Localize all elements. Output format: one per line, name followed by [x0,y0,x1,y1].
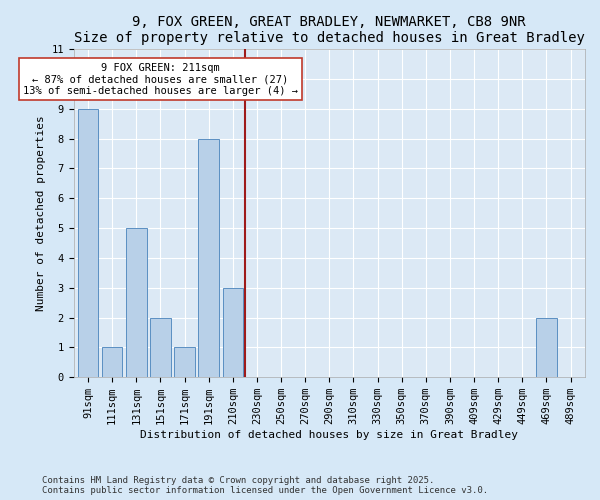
Bar [174,348,195,377]
X-axis label: Distribution of detached houses by size in Great Bradley: Distribution of detached houses by size … [140,430,518,440]
Bar [102,348,122,377]
Bar [536,318,557,377]
Text: Contains HM Land Registry data © Crown copyright and database right 2025.
Contai: Contains HM Land Registry data © Crown c… [42,476,488,495]
Text: 9 FOX GREEN: 211sqm
← 87% of detached houses are smaller (27)
13% of semi-detach: 9 FOX GREEN: 211sqm ← 87% of detached ho… [23,62,298,96]
Y-axis label: Number of detached properties: Number of detached properties [36,116,46,311]
Bar [126,228,146,377]
Bar [150,318,170,377]
Bar [78,109,98,377]
Bar [199,138,219,377]
Bar [223,288,243,377]
Title: 9, FOX GREEN, GREAT BRADLEY, NEWMARKET, CB8 9NR
Size of property relative to det: 9, FOX GREEN, GREAT BRADLEY, NEWMARKET, … [74,15,585,45]
